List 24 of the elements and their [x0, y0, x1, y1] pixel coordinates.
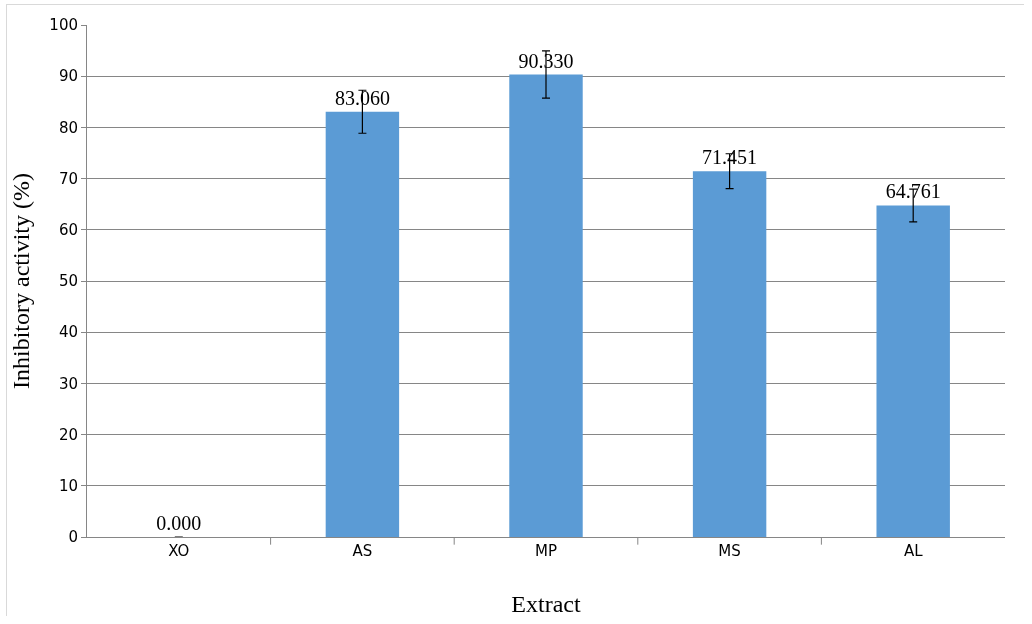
x-tick-label: MP — [535, 542, 557, 560]
x-axis-title: Extract — [511, 591, 581, 617]
y-tick-label: 70 — [58, 169, 78, 188]
y-tick-label: 100 — [49, 16, 78, 35]
x-tick-label: AS — [352, 542, 373, 560]
data-label: 0.000 — [156, 512, 202, 534]
y-tick-label: 30 — [58, 374, 78, 393]
bar — [325, 111, 400, 537]
y-tick-label: 10 — [58, 477, 78, 496]
x-tick-label: XO — [168, 542, 190, 560]
y-tick-label: 0 — [68, 528, 78, 547]
x-tick-label: MS — [718, 542, 741, 560]
bar — [876, 205, 950, 537]
bar — [509, 74, 583, 537]
data-label: 64.761 — [885, 180, 941, 203]
y-tick-label: 80 — [58, 118, 78, 137]
bar — [692, 171, 767, 537]
y-axis-title: Inhibitory activity (%) — [8, 173, 34, 389]
y-tick-label: 20 — [58, 425, 78, 444]
x-tick-label: AL — [903, 542, 924, 560]
y-tick-label: 60 — [58, 221, 78, 240]
y-tick-label: 50 — [58, 272, 78, 291]
y-tick-label: 90 — [58, 67, 78, 86]
y-tick-label: 40 — [58, 323, 78, 342]
